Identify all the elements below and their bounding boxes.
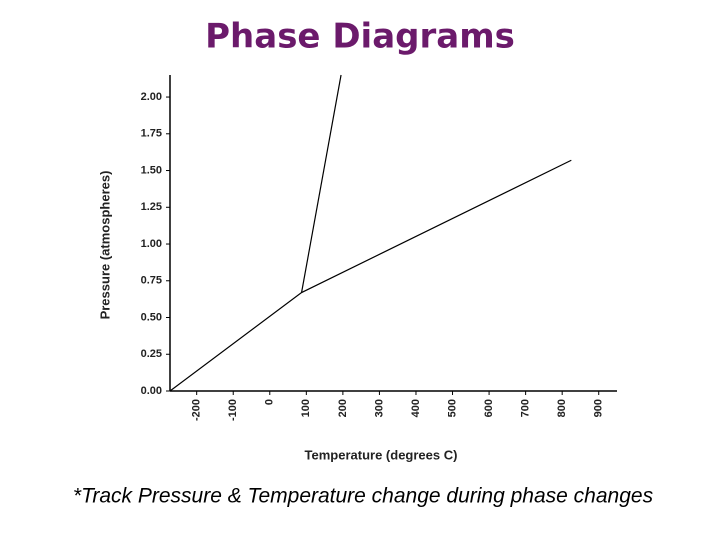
y-tick-label: 0.50: [141, 311, 162, 323]
x-tick-label: 900: [593, 399, 605, 417]
x-tick-label: 800: [556, 399, 568, 417]
x-tick-label: 100: [300, 399, 312, 417]
x-tick-label: 200: [337, 399, 349, 417]
phase-boundary: [300, 74, 342, 293]
slide-title: Phase Diagrams: [205, 17, 515, 57]
phase-boundary: [169, 159, 572, 392]
x-axis-label: Temperature (degrees C): [305, 447, 458, 462]
y-tick-label: 1.25: [141, 201, 162, 213]
y-axis-label: Pressure (atmospheres): [97, 171, 112, 320]
y-tick-label: 2.00: [141, 91, 162, 103]
x-tick-label: 700: [520, 399, 532, 417]
y-tick-label: 1.50: [141, 164, 162, 176]
x-tick-label: 500: [446, 399, 458, 417]
y-tick-label: 0.00: [141, 385, 162, 397]
y-tick-label: 0.75: [141, 275, 162, 287]
x-tick-label: 300: [373, 399, 385, 417]
y-tick-label: 0.25: [141, 348, 162, 360]
x-tick-label: 400: [410, 399, 422, 417]
x-tick-label: 600: [483, 399, 495, 417]
x-tick-label: -100: [227, 399, 239, 421]
x-tick-label: 0: [264, 399, 276, 405]
footnote: *Track Pressure & Temperature change dur…: [73, 485, 654, 508]
y-tick-label: 1.00: [141, 238, 162, 250]
x-tick-label: -200: [191, 399, 203, 421]
y-tick-label: 1.75: [141, 128, 162, 140]
